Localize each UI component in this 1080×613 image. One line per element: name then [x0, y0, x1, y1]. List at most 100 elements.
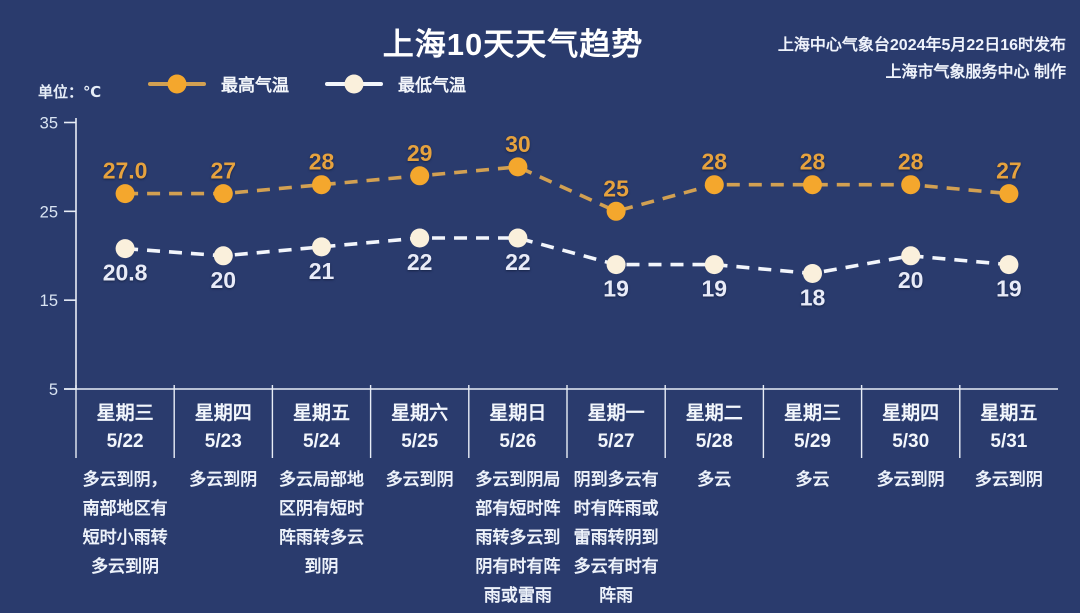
- legend-item-high-temp: 最高气温: [148, 71, 289, 96]
- low-temp-legend-marker-icon: [325, 74, 383, 94]
- low-temp-value: 19: [702, 276, 728, 302]
- day-column: 星期四 5/30 多云到阴: [862, 400, 960, 494]
- unit-label: 单位：℃: [38, 84, 102, 101]
- day-column: 星期三 5/29 多云: [763, 400, 861, 494]
- date-label: 5/23: [204, 431, 242, 452]
- date-label: 5/24: [302, 431, 340, 452]
- weather-text: 阴到多云有时有阵雨或雷雨转阴到多云有时有阵雨: [573, 470, 659, 605]
- low-temp-point: [115, 239, 135, 259]
- high-temp-value: 27: [211, 158, 237, 184]
- high-temp-value: 28: [800, 149, 826, 175]
- low-temp-point: [901, 246, 921, 266]
- weekday-label: 星期一: [587, 403, 645, 424]
- publisher-release-line: 上海中心气象台2024年5月22日16时发布: [777, 37, 1066, 54]
- date-label: 5/27: [597, 431, 635, 452]
- low-temp-value: 21: [309, 258, 335, 284]
- weekday-label: 星期五: [980, 403, 1038, 424]
- legend-label: 最高气温: [221, 76, 289, 95]
- weather-text: 多云到阴: [189, 470, 258, 489]
- day-column: 星期日 5/26 多云到阴局部有短时阵雨转多云到阴有时有阵雨或雷雨: [469, 400, 567, 610]
- low-temp-point: [213, 246, 233, 266]
- high-temp-point: [115, 184, 135, 204]
- day-column: 星期五 5/24 多云局部地区阴有短时阵雨转多云到阴: [272, 400, 370, 581]
- weekday-label: 星期五: [292, 403, 350, 424]
- date-label: 5/25: [401, 431, 439, 452]
- low-temp-point: [312, 237, 331, 257]
- low-temp-point: [803, 264, 822, 283]
- legend-label: 最低气温: [398, 76, 466, 95]
- weekday-label: 星期日: [489, 403, 547, 424]
- low-temp-point: [704, 255, 724, 275]
- weekday-label: 星期四: [194, 403, 252, 424]
- high-temp-value: 28: [898, 149, 924, 175]
- high-temp-line: [125, 165, 1010, 214]
- publisher-producer-line: 上海市气象服务中心 制作: [885, 64, 1066, 81]
- weather-text: 多云到阴: [385, 470, 454, 489]
- high-temp-value: 28: [702, 149, 728, 175]
- day-column: 星期三 5/22 多云到阴，南部地区有短时小雨转多云到阴: [76, 400, 174, 581]
- weather-text: 多云局部地区阴有短时阵雨转多云到阴: [278, 470, 364, 576]
- low-temp-value: 20.8: [103, 260, 148, 286]
- weekday-label: 星期三: [783, 403, 841, 424]
- high-temp-value: 27: [996, 158, 1022, 184]
- date-label: 5/30: [892, 431, 930, 452]
- high-temp-point: [901, 175, 921, 195]
- high-temp-value: 29: [407, 140, 433, 166]
- low-temp-value: 19: [603, 276, 629, 302]
- day-column: 星期一 5/27 阴到多云有时有阵雨或雷雨转阴到多云有时有阵雨: [567, 400, 665, 610]
- high-temp-point: [704, 175, 724, 195]
- publisher-info: 上海中心气象台2024年5月22日16时发布 上海市气象服务中心 制作: [778, 32, 1066, 86]
- day-column: 星期二 5/28 多云: [665, 400, 763, 494]
- low-temp-point: [999, 255, 1019, 275]
- weekday-label: 星期三: [96, 403, 154, 424]
- high-temp-point: [508, 157, 528, 177]
- weather-text: 多云到阴: [974, 470, 1043, 489]
- legend: 最高气温 最低气温: [148, 71, 466, 96]
- weekday-label: 星期四: [882, 403, 940, 424]
- high-temp-point: [312, 175, 331, 195]
- high-temp-point: [803, 175, 822, 195]
- high-temp-value: 28: [309, 149, 335, 175]
- low-temp-point: [508, 228, 528, 248]
- low-temp-point: [410, 228, 430, 248]
- high-temp-point: [213, 184, 233, 204]
- low-temp-line: [124, 236, 1010, 276]
- high-temp-value: 27.0: [103, 158, 148, 184]
- low-temp-value: 19: [996, 276, 1022, 302]
- high-temp-value: 30: [505, 131, 531, 157]
- y-tick-label: 15: [40, 292, 58, 310]
- day-column: 星期五 5/31 多云到阴: [960, 400, 1058, 494]
- y-tick-label: 25: [40, 203, 58, 221]
- high-temp-legend-marker-icon: [148, 74, 206, 94]
- date-label: 5/22: [106, 431, 144, 452]
- weather-text: 多云到阴: [876, 470, 945, 489]
- low-temp-value: 22: [505, 249, 531, 275]
- low-temp-value: 22: [407, 249, 433, 275]
- high-temp-point: [410, 166, 430, 186]
- weather-text: 多云到阴，南部地区有短时小雨转多云到阴: [82, 470, 168, 576]
- legend-item-low-temp: 最低气温: [325, 71, 466, 96]
- low-temp-value: 20: [211, 267, 237, 293]
- high-temp-value: 25: [603, 175, 629, 201]
- y-tick-label: 35: [40, 115, 58, 133]
- weekday-label: 星期二: [685, 403, 743, 424]
- date-label: 5/31: [990, 431, 1028, 452]
- high-temp-point: [999, 184, 1019, 204]
- date-label: 5/28: [695, 431, 733, 452]
- weather-text: 多云: [697, 470, 732, 489]
- day-columns: 星期三 5/22 多云到阴，南部地区有短时小雨转多云到阴 星期四 5/23 多云…: [0, 400, 1080, 613]
- day-column: 星期六 5/25 多云到阴: [371, 400, 469, 494]
- weather-text: 多云到阴局部有短时阵雨转多云到阴有时有阵雨或雷雨: [475, 470, 561, 605]
- weather-text: 多云: [795, 470, 830, 489]
- day-column: 星期四 5/23 多云到阴: [174, 400, 272, 494]
- date-label: 5/26: [499, 431, 537, 452]
- low-temp-value: 18: [800, 285, 826, 311]
- page-title: 上海10天天气趋势: [382, 27, 644, 62]
- low-temp-value: 20: [898, 267, 924, 293]
- weekday-label: 星期六: [391, 403, 449, 424]
- date-label: 5/29: [793, 431, 831, 452]
- high-temp-point: [606, 201, 626, 221]
- y-tick-label: 5: [49, 381, 58, 399]
